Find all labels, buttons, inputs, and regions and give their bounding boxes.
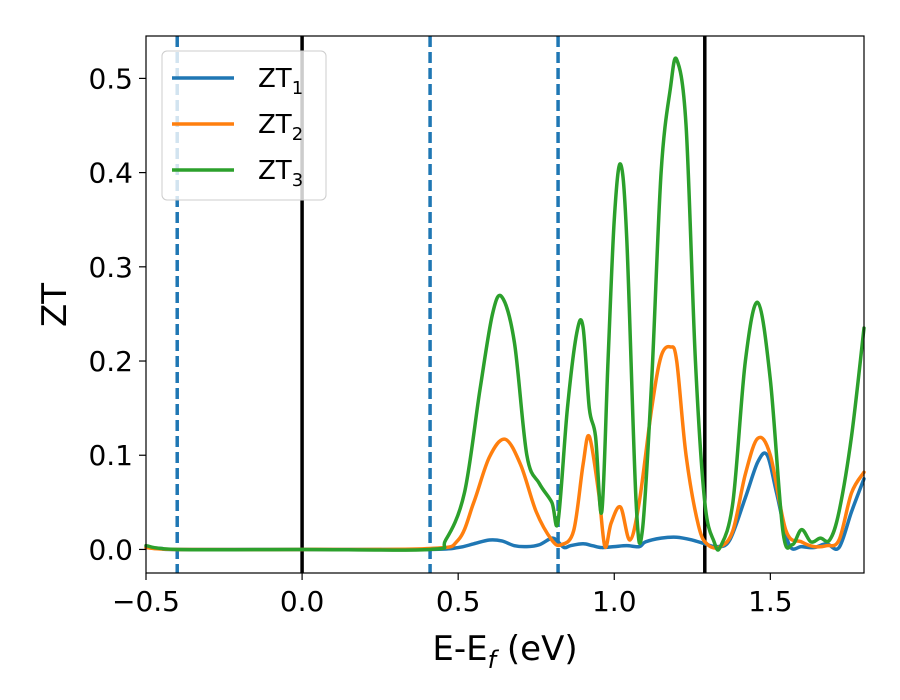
- y-tick-label: 0.2: [88, 345, 133, 378]
- series-line-2: [144, 344, 866, 552]
- y-tick-label: 0.4: [88, 157, 133, 190]
- plot-frame: [145, 35, 865, 574]
- y-tick-label: 0.0: [88, 533, 133, 566]
- x-tick-label: 1.0: [592, 585, 637, 618]
- legend-items: ZT1 ZT2 ZT3: [172, 64, 303, 191]
- x-tick-label: 0.0: [280, 585, 325, 618]
- y-tick-label: 0.3: [88, 251, 133, 284]
- x-axis-title: E-Ef (eV): [432, 629, 577, 674]
- series-lines: [144, 56, 866, 552]
- legend-label-2: ZT2: [258, 110, 303, 145]
- x-axis-title-unit: (eV): [496, 629, 578, 669]
- series-line-1: [144, 451, 866, 552]
- x-axis-ticks: −0.5 0.0 0.5 1.0 1.5: [112, 573, 793, 618]
- legend-label-3: ZT3: [258, 156, 303, 191]
- x-tick-label: 1.5: [748, 585, 793, 618]
- y-axis-ticks: 0.0 0.1 0.2 0.3 0.4 0.5: [88, 62, 146, 566]
- x-axis-title-main: E-E: [432, 629, 487, 669]
- y-axis-title: ZT: [35, 283, 75, 327]
- legend-box: [161, 50, 327, 201]
- legend-label-1: ZT1: [258, 64, 303, 99]
- y-tick-label: 0.5: [88, 62, 133, 95]
- x-tick-label: 0.5: [436, 585, 481, 618]
- y-tick-label: 0.1: [88, 439, 133, 472]
- series-line-3: [144, 56, 866, 552]
- legend: ZT1 ZT2 ZT3: [161, 50, 327, 201]
- x-tick-label: −0.5: [112, 585, 180, 618]
